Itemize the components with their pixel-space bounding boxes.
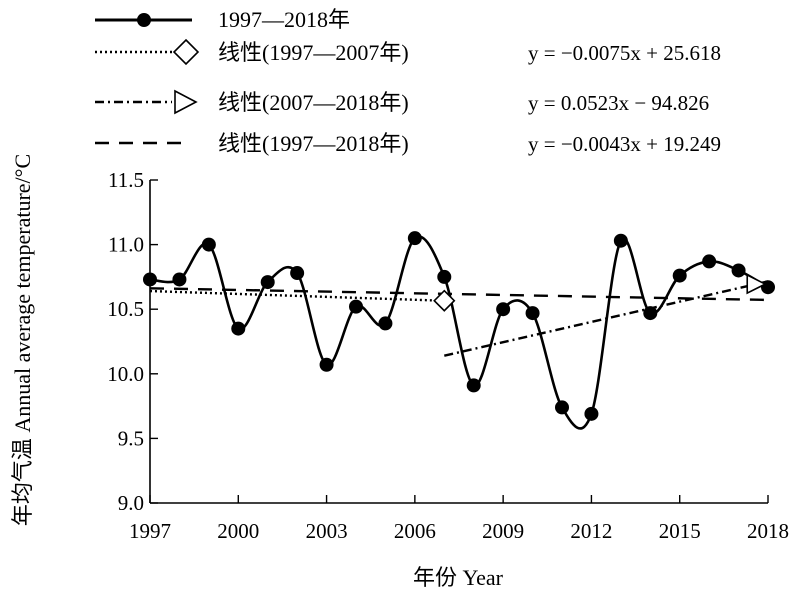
data-point bbox=[143, 272, 157, 287]
observed-series bbox=[143, 231, 775, 430]
x-tick-label: 2000 bbox=[217, 519, 259, 543]
data-point bbox=[407, 231, 422, 246]
legend-label-trend-2007-2018: 线性(2007—2018年) bbox=[218, 90, 409, 115]
y-tick-label: 9.5 bbox=[118, 426, 144, 450]
y-tick-label: 10.5 bbox=[107, 297, 144, 321]
data-point bbox=[672, 268, 687, 283]
y-ticks: 9.0 9.5 10.0 10.5 11.0 11.5 bbox=[107, 168, 158, 515]
data-point bbox=[378, 316, 393, 331]
y-tick-label: 11.0 bbox=[108, 233, 144, 257]
x-tick-label: 2003 bbox=[306, 519, 348, 543]
legend-marker-triangle bbox=[174, 89, 198, 115]
x-tick-label: 2015 bbox=[659, 519, 701, 543]
legend-marker-diamond bbox=[172, 38, 200, 66]
y-tick-label: 11.5 bbox=[108, 168, 144, 192]
data-point bbox=[613, 233, 628, 248]
data-point bbox=[525, 306, 540, 321]
equation-1997-2018: y = −0.0043x + 19.249 bbox=[528, 132, 721, 156]
legend-label-observed: 1997—2018年 bbox=[218, 7, 350, 32]
data-point bbox=[172, 272, 187, 287]
y-tick-label: 9.0 bbox=[118, 491, 144, 515]
x-axis-label: 年份 Year bbox=[413, 565, 504, 590]
legend-entry-trend-1997-2018: 线性(1997—2018年) y = −0.0043x + 19.249 bbox=[95, 131, 721, 156]
data-point bbox=[702, 254, 717, 269]
y-tick-label: 10.0 bbox=[107, 362, 144, 386]
x-tick-label: 2012 bbox=[570, 519, 612, 543]
data-point bbox=[290, 266, 305, 281]
y-axis-label: 年均气温 Annual average temperature/°C bbox=[10, 154, 35, 526]
trend-lines bbox=[149, 280, 769, 357]
x-tick-label: 1997 bbox=[129, 519, 171, 543]
equation-1997-2007: y = −0.0075x + 25.618 bbox=[528, 41, 721, 65]
legend-marker-circle bbox=[137, 13, 151, 27]
x-ticks: 1997 2000 2003 2006 2009 2012 2015 2018 bbox=[129, 495, 789, 543]
data-point bbox=[731, 263, 746, 278]
legend-entry-trend-2007-2018: 线性(2007—2018年) y = 0.0523x − 94.826 bbox=[95, 89, 709, 115]
equation-2007-2018: y = 0.0523x − 94.826 bbox=[528, 91, 709, 115]
x-tick-label: 2018 bbox=[747, 519, 789, 543]
data-point bbox=[643, 306, 658, 321]
data-point bbox=[496, 302, 511, 317]
data-point bbox=[437, 269, 452, 284]
trend-marker-diamond bbox=[433, 289, 456, 312]
trend-marker-triangle bbox=[746, 273, 768, 295]
x-tick-label: 2009 bbox=[482, 519, 524, 543]
legend-label-trend-1997-2007: 线性(1997—2007年) bbox=[218, 40, 409, 65]
data-point bbox=[319, 357, 334, 372]
x-tick-label: 2006 bbox=[394, 519, 436, 543]
data-point bbox=[231, 321, 246, 336]
data-point bbox=[584, 406, 599, 421]
legend: 1997—2018年 线性(1997—2007年) y = −0.0075x +… bbox=[95, 7, 721, 156]
legend-entry-observed: 1997—2018年 bbox=[95, 7, 350, 32]
data-point bbox=[466, 378, 481, 393]
legend-entry-trend-1997-2007: 线性(1997—2007年) y = −0.0075x + 25.618 bbox=[95, 38, 721, 66]
legend-label-trend-1997-2018: 线性(1997—2018年) bbox=[218, 131, 409, 156]
data-point bbox=[555, 400, 569, 415]
axes bbox=[149, 180, 768, 504]
data-point bbox=[349, 299, 363, 314]
data-point bbox=[201, 237, 216, 252]
trend-line-dashed bbox=[149, 287, 769, 302]
data-point bbox=[260, 275, 275, 290]
